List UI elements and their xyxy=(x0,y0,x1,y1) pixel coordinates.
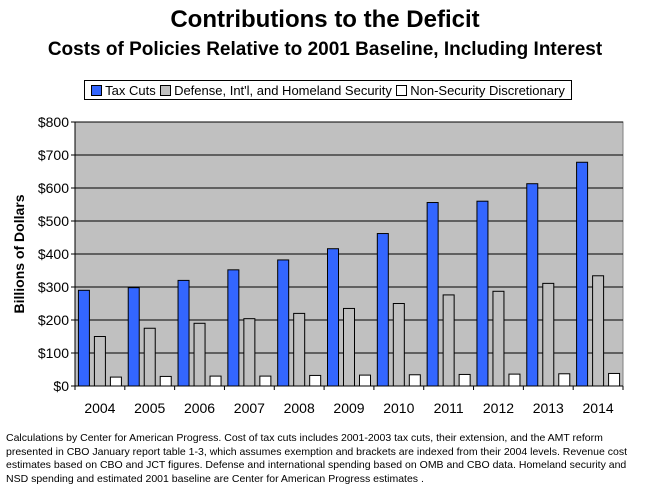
y-axis-label: Billions of Dollars xyxy=(11,194,27,313)
bar-tax-cuts-2012 xyxy=(476,200,489,387)
bar-non-security-discretionary-2010 xyxy=(408,374,421,387)
legend-item-non-security: Non-Security Discretionary xyxy=(396,83,565,98)
bar-defense-int-l-and-homeland-security-2011 xyxy=(442,294,455,387)
legend-label-tax-cuts: Tax Cuts xyxy=(105,82,156,98)
legend-label-defense: Defense, Int'l, and Homeland Security xyxy=(174,82,392,98)
legend-swatch-defense xyxy=(160,84,172,96)
bar-non-security-discretionary-2009 xyxy=(359,374,371,387)
legend-swatch-tax-cuts xyxy=(91,84,103,96)
x-tick-label: 2010 xyxy=(383,400,414,416)
x-tick-label: 2011 xyxy=(434,400,464,416)
y-tick-label: $0 xyxy=(53,378,69,394)
bar-defense-int-l-and-homeland-security-2012 xyxy=(492,290,505,387)
y-tick-label: $400 xyxy=(38,246,69,262)
bar-tax-cuts-2011 xyxy=(426,202,439,387)
bar-non-security-discretionary-2005 xyxy=(159,375,172,387)
y-tick-label: $200 xyxy=(38,312,69,328)
y-tick-label: $700 xyxy=(38,147,69,163)
x-tick-label: 2013 xyxy=(533,400,564,416)
chart-title: Contributions to the Deficit xyxy=(170,6,480,33)
y-tick-label: $800 xyxy=(38,114,69,130)
bar-tax-cuts-2010 xyxy=(376,233,389,387)
bar-chart: $0 $100 $200 $300 $400 $500 $600 $700 $800 2004 20… xyxy=(11,114,624,416)
y-tick-label: $100 xyxy=(38,345,69,361)
x-tick-label: 2007 xyxy=(234,400,265,416)
bar-tax-cuts-2005 xyxy=(127,287,140,387)
x-tick-label: 2009 xyxy=(333,400,364,416)
x-tick-label: 2004 xyxy=(84,400,115,416)
legend-swatch-non-security xyxy=(396,84,408,96)
bar-non-security-discretionary-2012 xyxy=(508,373,521,387)
x-tick-label: 2005 xyxy=(134,400,165,416)
bar-defense-int-l-and-homeland-security-2010 xyxy=(392,303,405,387)
bar-tax-cuts-2006 xyxy=(177,279,190,387)
chart-subtitle: Costs of Policies Relative to 2001 Basel… xyxy=(47,39,603,60)
legend-label-non-security: Non-Security Discretionary xyxy=(410,82,565,98)
bar-defense-int-l-and-homeland-security-2013 xyxy=(542,282,555,387)
bar-tax-cuts-2013 xyxy=(526,183,539,387)
bar-tax-cuts-2008 xyxy=(277,259,290,387)
bar-defense-int-l-and-homeland-security-2004 xyxy=(93,336,106,387)
bar-defense-int-l-and-homeland-security-2006 xyxy=(193,322,206,387)
legend-item-tax-cuts: Tax Cuts xyxy=(91,83,156,98)
bar-defense-int-l-and-homeland-security-2007 xyxy=(243,318,256,387)
x-tick-label: 2008 xyxy=(284,400,315,416)
bar-non-security-discretionary-2007 xyxy=(259,375,272,387)
bar-non-security-discretionary-2006 xyxy=(209,375,222,387)
bar-defense-int-l-and-homeland-security-2005 xyxy=(143,327,156,387)
x-tick-label: 2014 xyxy=(583,400,614,416)
x-tick-label: 2012 xyxy=(483,400,514,416)
y-tick-label: $600 xyxy=(38,180,69,196)
bar-non-security-discretionary-2004 xyxy=(109,376,122,387)
y-tick-label: $500 xyxy=(38,213,69,229)
bar-non-security-discretionary-2011 xyxy=(458,373,471,387)
bar-defense-int-l-and-homeland-security-2008 xyxy=(293,312,306,387)
bar-tax-cuts-2004 xyxy=(77,289,90,387)
chart-legend: Tax Cuts Defense, Int'l, and Homeland Se… xyxy=(84,80,572,100)
bar-tax-cuts-2007 xyxy=(227,269,240,387)
bar-non-security-discretionary-2014 xyxy=(608,372,621,387)
legend-item-defense: Defense, Int'l, and Homeland Security xyxy=(160,83,392,98)
footnote: Calculations by Center for American Prog… xyxy=(6,432,627,485)
bar-tax-cuts-2009 xyxy=(327,248,339,387)
y-tick-label: $300 xyxy=(38,279,69,295)
bar-non-security-discretionary-2008 xyxy=(309,374,322,387)
bar-tax-cuts-2014 xyxy=(576,161,589,387)
bar-non-security-discretionary-2013 xyxy=(558,373,571,387)
x-tick-label: 2006 xyxy=(184,400,215,416)
bar-defense-int-l-and-homeland-security-2009 xyxy=(343,307,355,387)
bar-defense-int-l-and-homeland-security-2014 xyxy=(592,275,605,387)
